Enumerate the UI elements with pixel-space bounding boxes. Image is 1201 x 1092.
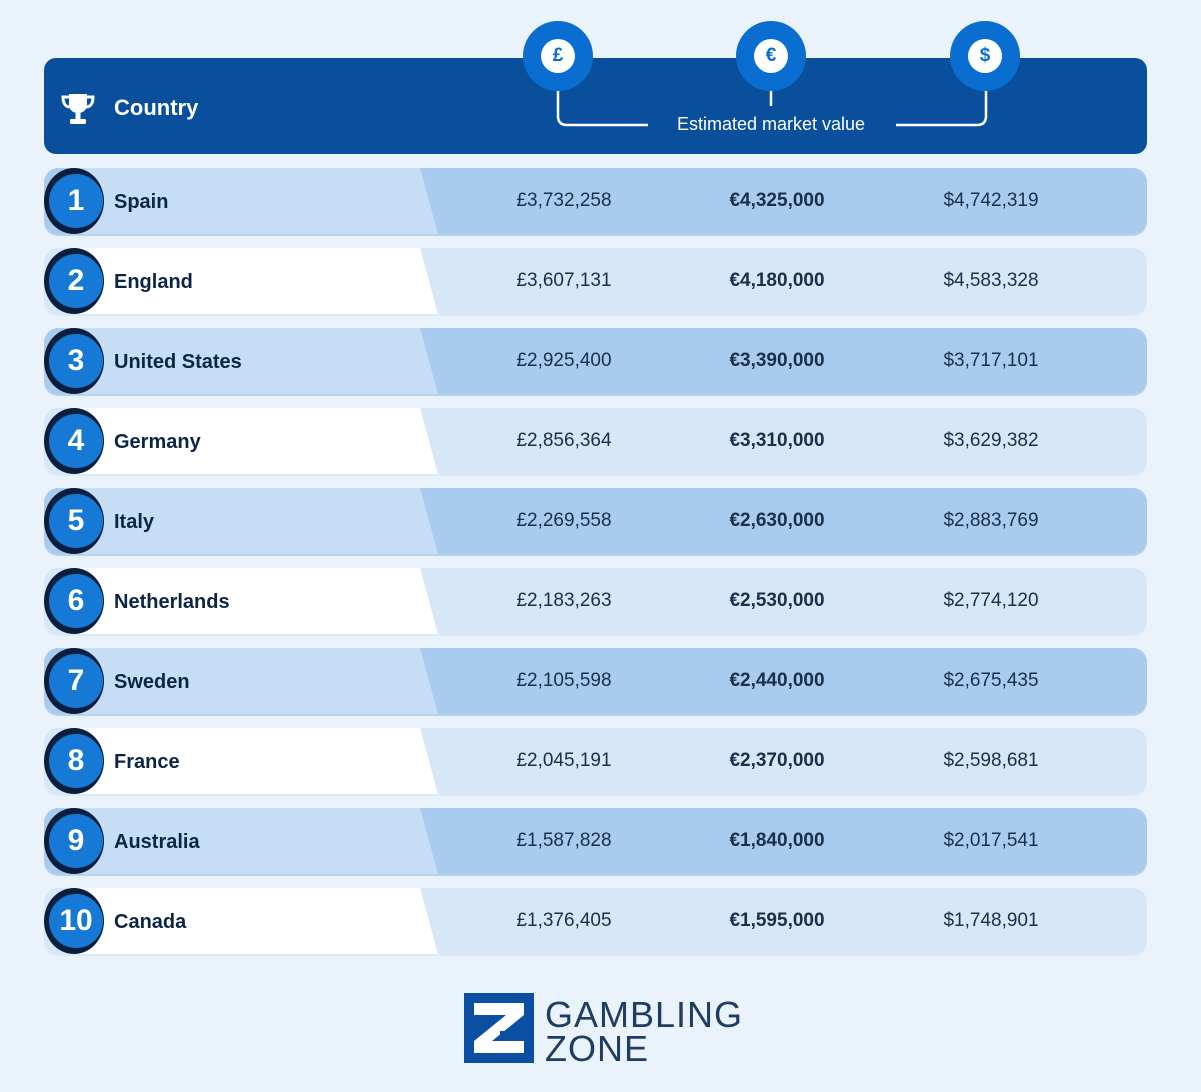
value-eur: €4,180,000	[729, 270, 825, 291]
country-name: Netherlands	[114, 591, 230, 613]
logo-wordmark-line1: GAMBLING	[545, 994, 744, 1035]
rank-number: 7	[49, 654, 103, 708]
value-usd: $4,583,328	[943, 270, 1039, 291]
table-row: 2 England £3,607,131 €4,180,000 $4,583,3…	[44, 248, 1147, 314]
value-usd: $2,883,769	[943, 510, 1039, 531]
value-usd: $1,748,901	[943, 910, 1039, 931]
table-row: 6 Netherlands £2,183,263 €2,530,000 $2,7…	[44, 568, 1147, 634]
value-eur: €3,310,000	[729, 430, 825, 451]
rank-badge: 1	[44, 168, 104, 234]
value-gbp: £2,925,400	[516, 350, 612, 371]
rank-badge: 8	[44, 728, 104, 794]
rank-number: 5	[49, 494, 103, 548]
value-eur: €2,530,000	[729, 590, 825, 611]
value-usd: $3,629,382	[943, 430, 1039, 451]
country-name: Italy	[114, 511, 155, 533]
rank-badge: 6	[44, 568, 104, 634]
value-usd: $2,017,541	[943, 830, 1039, 851]
rank-number: 9	[49, 814, 103, 868]
rank-badge: 5	[44, 488, 104, 554]
rank-number: 8	[49, 734, 103, 788]
value-eur: €1,595,000	[729, 910, 825, 931]
dollar-currency-badge: $	[950, 21, 1020, 91]
rank-number: 1	[49, 174, 103, 228]
value-eur: €2,370,000	[729, 750, 825, 771]
row-country-panel	[68, 728, 438, 794]
value-eur: €2,440,000	[729, 670, 825, 691]
trophy-icon	[61, 94, 95, 124]
country-name: England	[114, 271, 193, 293]
value-gbp: £3,732,258	[516, 190, 612, 211]
country-name: Canada	[114, 911, 187, 933]
value-usd: $3,717,101	[943, 350, 1039, 371]
pound-currency-badge: £	[523, 21, 593, 91]
country-name: Germany	[114, 431, 201, 453]
value-eur: €4,325,000	[729, 190, 825, 211]
value-gbp: £2,045,191	[516, 750, 612, 771]
country-name: France	[114, 751, 180, 773]
value-usd: $2,774,120	[943, 590, 1039, 611]
row-country-panel	[68, 568, 438, 634]
pound-icon: £	[541, 39, 575, 73]
row-country-panel	[68, 328, 438, 394]
rank-number: 4	[49, 414, 103, 468]
rank-badge: 7	[44, 648, 104, 714]
table-row: 3 United States £2,925,400 €3,390,000 $3…	[44, 328, 1147, 394]
rank-number: 10	[49, 894, 103, 948]
country-name: Sweden	[114, 671, 190, 693]
table-row: 7 Sweden £2,105,598 €2,440,000 $2,675,43…	[44, 648, 1147, 714]
rank-badge: 3	[44, 328, 104, 394]
country-column-header: Country	[114, 95, 199, 120]
country-name: United States	[114, 351, 242, 373]
table-row: 10 Canada £1,376,405 €1,595,000 $1,748,9…	[44, 888, 1147, 954]
logo-wordmark-line2: ZONE	[545, 1028, 650, 1069]
table-row: 8 France £2,045,191 €2,370,000 $2,598,68…	[44, 728, 1147, 794]
value-eur: €3,390,000	[729, 350, 825, 371]
gambling-zone-logo-icon	[464, 993, 534, 1063]
market-value-label: Estimated market value	[648, 114, 894, 135]
value-gbp: £2,105,598	[516, 670, 612, 691]
table-row: 5 Italy £2,269,558 €2,630,000 $2,883,769	[44, 488, 1147, 554]
value-gbp: £2,183,263	[516, 590, 612, 611]
table-row: 9 Australia £1,587,828 €1,840,000 $2,017…	[44, 808, 1147, 874]
rank-number: 2	[49, 254, 103, 308]
country-name: Spain	[114, 191, 169, 213]
rank-badge: 10	[44, 888, 104, 954]
dollar-icon: $	[968, 39, 1002, 73]
rank-badge: 2	[44, 248, 104, 314]
country-name: Australia	[114, 831, 200, 853]
value-usd: $2,675,435	[943, 670, 1039, 691]
table-row: 1 Spain £3,732,258 €4,325,000 $4,742,319	[44, 168, 1147, 234]
rank-number: 6	[49, 574, 103, 628]
value-eur: €2,630,000	[729, 510, 825, 531]
value-gbp: £2,856,364	[516, 430, 612, 451]
row-country-panel	[68, 808, 438, 874]
rank-badge: 4	[44, 408, 104, 474]
table-row: 4 Germany £2,856,364 €3,310,000 $3,629,3…	[44, 408, 1147, 474]
euro-currency-badge: €	[736, 21, 806, 91]
row-country-panel	[68, 168, 438, 234]
row-country-panel	[68, 488, 438, 554]
euro-icon: €	[754, 39, 788, 73]
row-country-panel	[68, 888, 438, 954]
rank-badge: 9	[44, 808, 104, 874]
rank-number: 3	[49, 334, 103, 388]
row-country-panel	[68, 648, 438, 714]
value-gbp: £3,607,131	[516, 270, 612, 291]
value-gbp: £2,269,558	[516, 510, 612, 531]
value-usd: $4,742,319	[943, 190, 1039, 211]
row-country-panel	[68, 408, 438, 474]
row-country-panel	[68, 248, 438, 314]
value-gbp: £1,376,405	[516, 910, 612, 931]
value-gbp: £1,587,828	[516, 830, 612, 851]
value-eur: €1,840,000	[729, 830, 825, 851]
value-usd: $2,598,681	[943, 750, 1039, 771]
